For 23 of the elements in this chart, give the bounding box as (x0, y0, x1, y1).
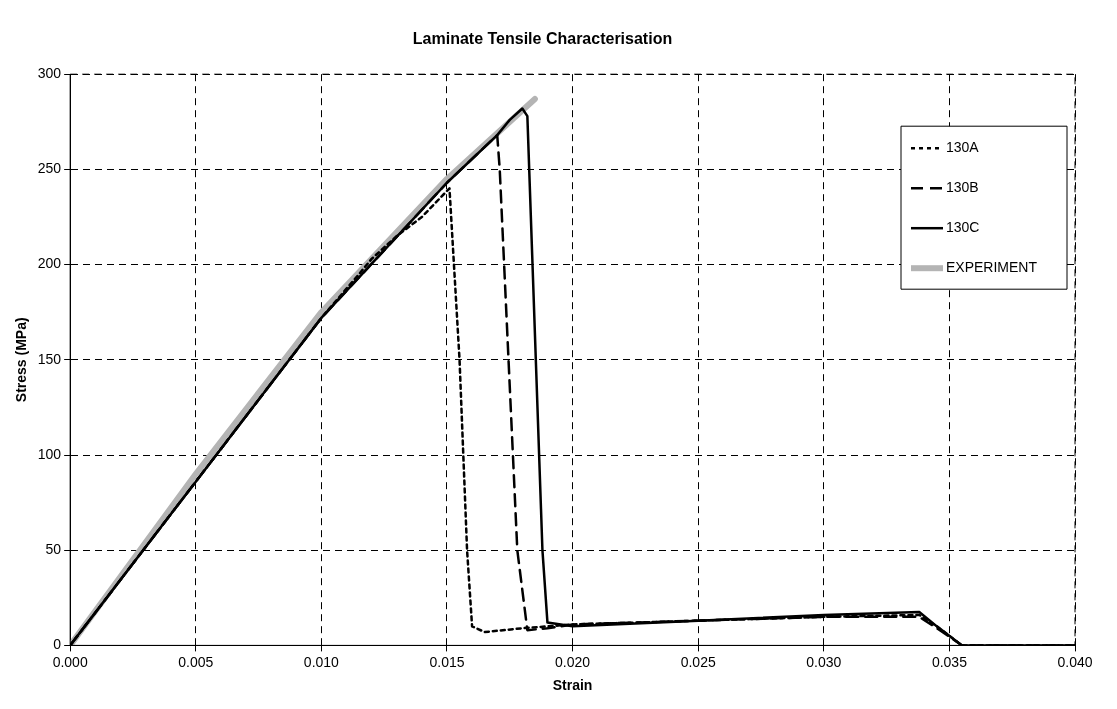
x-tick-label: 0.040 (1057, 653, 1093, 670)
legend-label: 130B (946, 179, 979, 196)
y-tick-label: 150 (37, 350, 62, 367)
x-tick-label: 0.010 (303, 653, 340, 670)
chart-title: Laminate Tensile Characterisation (412, 30, 673, 48)
y-axis-title: Stress (MPa) (13, 317, 30, 403)
y-tick-label: 200 (37, 255, 62, 272)
legend-label: 130C (946, 219, 980, 236)
y-tick-label: 0 (53, 636, 62, 653)
x-tick-label: 0.025 (680, 653, 716, 670)
y-tick-label: 100 (37, 445, 62, 462)
x-tick-label: 0.030 (806, 653, 842, 670)
y-tick-label: 300 (37, 65, 62, 82)
x-tick-label: 0.020 (555, 653, 591, 670)
x-tick-label: 0.015 (429, 653, 465, 670)
x-axis-title: Strain (552, 677, 593, 694)
x-tick-label: 0.000 (52, 653, 88, 670)
legend-label: EXPERIMENT (946, 259, 1038, 276)
y-tick-label: 50 (45, 541, 62, 558)
legend-label: 130A (946, 139, 980, 156)
x-tick-label: 0.005 (178, 653, 214, 670)
y-tick-label: 250 (37, 160, 62, 177)
x-tick-label: 0.035 (931, 653, 968, 670)
